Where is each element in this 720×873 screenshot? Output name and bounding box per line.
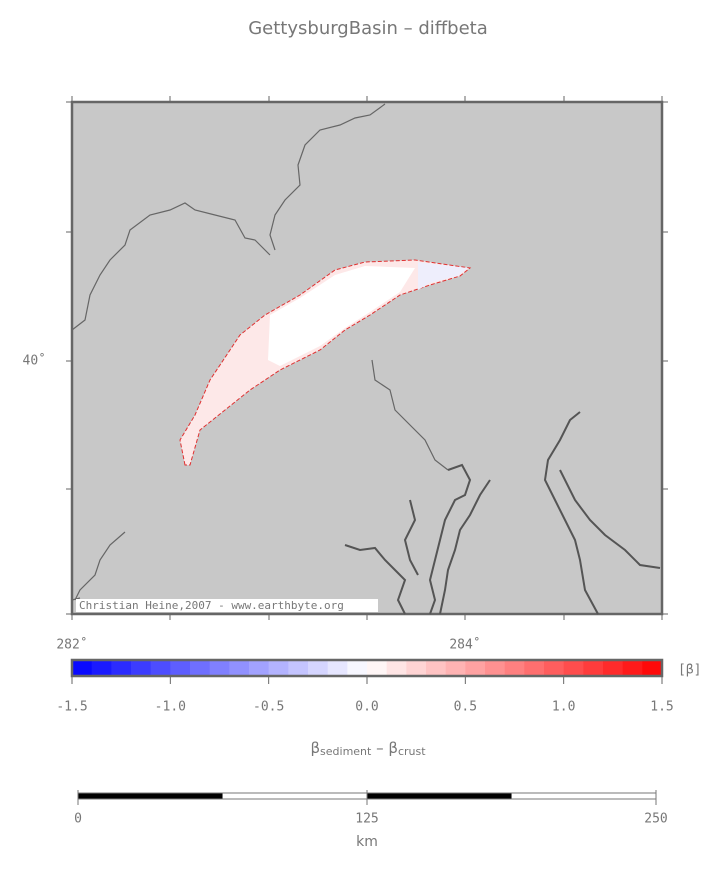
color-step: [268, 660, 289, 676]
bay-coastlines: [344, 411, 661, 615]
color-step: [386, 660, 407, 676]
scale-segment: [511, 792, 657, 800]
scale-tick-label: 0: [74, 812, 82, 827]
scale-tick-label: 250: [644, 812, 667, 827]
map-frame: [70, 100, 664, 616]
color-step: [308, 660, 329, 676]
basin-core: [268, 266, 415, 366]
colorbar-unit: [β]: [678, 663, 701, 678]
color-step: [563, 660, 584, 676]
color-step: [347, 660, 368, 676]
color-step: [249, 660, 270, 676]
colorbar-tick-label: 1.5: [650, 700, 673, 715]
credit: Christian Heine,2007 - www.earthbyte.org: [79, 599, 344, 612]
scale-segment: [222, 792, 368, 800]
color-step: [485, 660, 506, 676]
lon-label: 282˚: [56, 637, 87, 653]
label-part: crust: [398, 745, 426, 758]
credit-box: [76, 599, 378, 612]
color-step: [524, 660, 545, 676]
color-step: [406, 660, 427, 676]
color-step: [426, 660, 447, 676]
colorbar: -1.5 -1.0 -0.5 0.0 0.5 1.0 1.5: [56, 658, 674, 715]
coastlines: [71, 103, 449, 601]
color-step: [622, 660, 643, 676]
lat-label: 40˚: [23, 353, 46, 369]
color-step: [367, 660, 388, 676]
basin-east: [418, 262, 468, 290]
color-step: [150, 660, 171, 676]
color-step: [229, 660, 250, 676]
title: GettysburgBasin – diffbeta: [248, 18, 488, 39]
color-step: [544, 660, 565, 676]
color-step: [583, 660, 604, 676]
frame-ticks: [66, 96, 668, 620]
color-step: [642, 660, 663, 676]
label-part: – β: [371, 739, 398, 757]
color-step: [445, 660, 466, 676]
colorbar-label: βsediment – βcrust: [310, 739, 426, 759]
color-step: [131, 660, 152, 676]
color-step: [288, 660, 309, 676]
scalebar: 0 125 250: [74, 790, 668, 827]
label-part: sediment: [320, 745, 372, 758]
label-part: β: [310, 739, 320, 757]
colorbar-tick-label: 0.0: [355, 700, 378, 715]
colorbar-tick-label: 1.0: [552, 700, 575, 715]
color-step: [170, 660, 191, 676]
color-step: [603, 660, 624, 676]
color-step: [190, 660, 211, 676]
lon-label: 284˚: [449, 637, 480, 653]
scale-segment: [77, 792, 223, 800]
color-step: [209, 660, 230, 676]
colorbar-tick-label: -1.0: [155, 700, 186, 715]
color-step: [72, 660, 93, 676]
colorbar-tick-label: -1.5: [56, 700, 87, 715]
colorbar-tick-label: -0.5: [253, 700, 284, 715]
color-step: [111, 660, 132, 676]
colorbar-tick-label: 0.5: [454, 700, 477, 715]
scale-segment: [366, 792, 512, 800]
scale-tick-label: 125: [355, 812, 378, 827]
color-step: [465, 660, 486, 676]
scalebar-unit: km: [356, 834, 378, 850]
color-step: [327, 660, 348, 676]
color-step: [504, 660, 525, 676]
color-step: [91, 660, 112, 676]
